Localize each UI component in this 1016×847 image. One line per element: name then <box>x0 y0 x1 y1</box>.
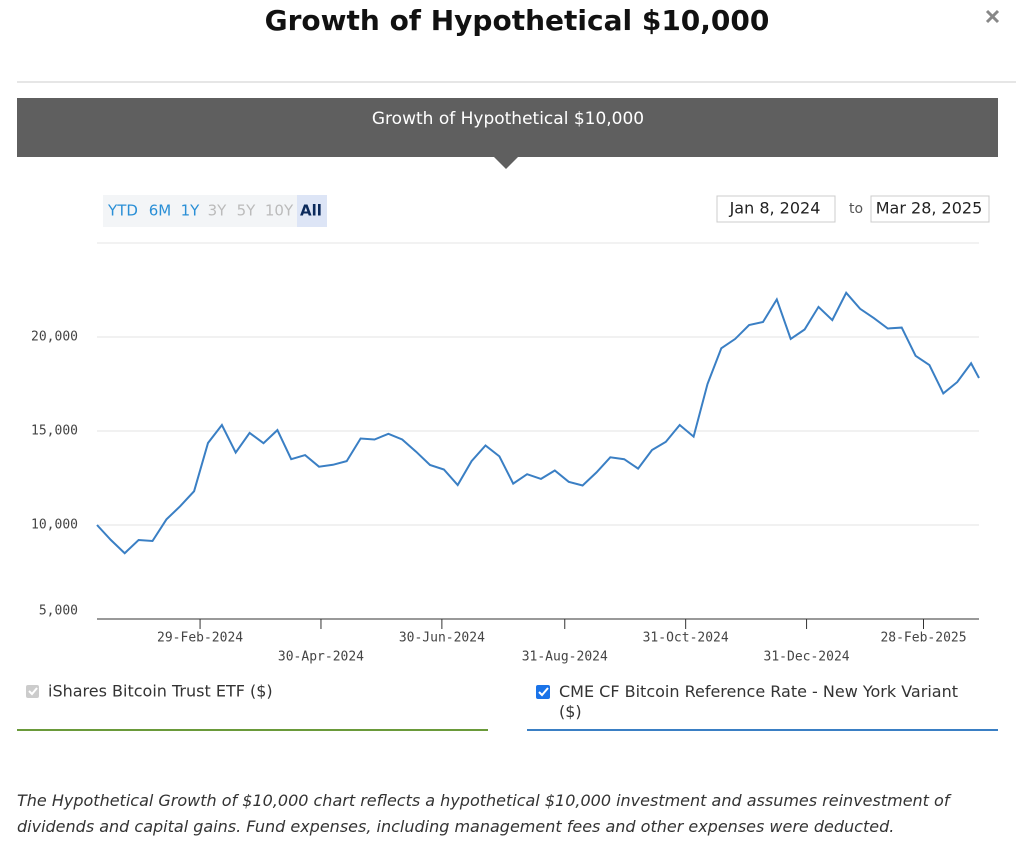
x-tick-label: 31-Oct-2024 <box>643 631 729 646</box>
banner-title: Growth of Hypothetical $10,000 <box>372 109 644 129</box>
range-button[interactable]: 5Y <box>237 202 257 220</box>
banner <box>17 98 998 157</box>
start-date-input[interactable] <box>716 195 836 223</box>
x-tick-label: 28-Feb-2025 <box>880 631 966 646</box>
range-button[interactable]: 1Y <box>181 202 201 220</box>
range-button-selected[interactable] <box>297 195 327 227</box>
chart-panel: Growth of Hypothetical $10,000 Growth of… <box>17 4 1016 731</box>
start-date: Jan 8, 2024 <box>729 199 821 218</box>
range-selector <box>103 195 327 227</box>
range-button[interactable]: 10Y <box>265 202 294 220</box>
end-date-input[interactable] <box>870 195 990 223</box>
legend-label: iShares Bitcoin Trust ETF ($) <box>48 682 273 701</box>
range-button[interactable]: All <box>300 202 322 220</box>
date-separator: to <box>849 201 863 217</box>
x-tick-label: 30-Jun-2024 <box>399 631 485 646</box>
legend-checkbox-disabled <box>26 685 39 698</box>
footnote: The Hypothetical Growth of $10,000 chart… <box>17 791 950 836</box>
x-tick-label: 31-Aug-2024 <box>522 650 608 665</box>
x-tick-label: 31-Dec-2024 <box>764 650 850 665</box>
y-tick-label: 5,000 <box>39 604 78 619</box>
y-tick-label: 10,000 <box>31 518 78 533</box>
banner-notch <box>494 157 518 169</box>
legend-check <box>28 687 38 696</box>
x-tick-label: 30-Apr-2024 <box>278 650 364 665</box>
range-button[interactable]: 6M <box>149 202 172 220</box>
range-button[interactable]: YTD <box>107 202 138 220</box>
close-button[interactable] <box>985 9 1000 24</box>
page-title: Growth of Hypothetical $10,000 <box>265 4 770 37</box>
legend-label: CME CF Bitcoin Reference Rate - New York… <box>559 682 958 721</box>
legend-checkbox[interactable] <box>536 685 550 699</box>
y-tick-label: 20,000 <box>31 330 78 345</box>
range-button[interactable]: 3Y <box>208 202 228 220</box>
legend-check <box>538 687 549 697</box>
end-date: Mar 28, 2025 <box>876 199 983 218</box>
y-tick-label: 15,000 <box>31 424 78 439</box>
series-line <box>96 291 980 555</box>
x-tick-label: 29-Feb-2024 <box>157 631 243 646</box>
